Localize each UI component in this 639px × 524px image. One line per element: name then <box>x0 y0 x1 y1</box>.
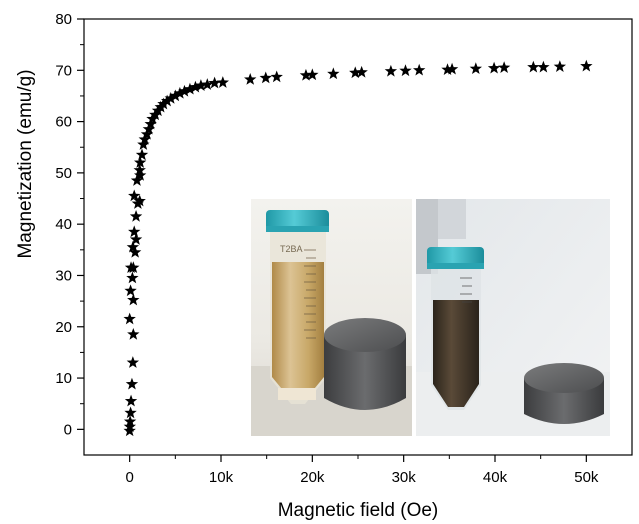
data-point-star <box>216 76 230 88</box>
magnet-right <box>524 363 604 424</box>
data-point-star <box>127 261 140 274</box>
tube-right <box>427 247 484 410</box>
magnet-left <box>324 318 406 410</box>
x-axis-ticks: 0 10k 20k 30k 40k 50k <box>125 455 599 486</box>
y-tick-label: 20 <box>55 319 72 336</box>
data-point-star <box>126 271 139 284</box>
data-point-star <box>299 68 313 81</box>
data-point-star <box>129 209 143 222</box>
data-point-star <box>270 70 283 83</box>
x-tick-label: 20k <box>300 469 325 486</box>
data-point-star <box>445 62 459 75</box>
data-point-star <box>133 163 146 176</box>
data-point-star <box>183 82 197 95</box>
data-point-star <box>124 406 137 419</box>
data-point-star <box>124 284 137 297</box>
data-point-star <box>306 68 319 81</box>
data-point-star <box>497 61 511 73</box>
data-point-star <box>327 67 340 80</box>
data-point-star <box>201 78 214 90</box>
data-point-star <box>123 312 136 325</box>
data-points <box>123 59 593 437</box>
data-point-star <box>128 189 141 202</box>
data-point-star <box>131 197 145 209</box>
data-point-star <box>138 133 151 145</box>
data-point-star <box>259 71 272 84</box>
data-point-star <box>135 148 149 161</box>
data-point-star <box>244 73 257 85</box>
data-point-star <box>580 59 593 72</box>
data-point-star <box>349 66 362 79</box>
x-tick-label: 40k <box>483 469 508 486</box>
x-tick-label: 0 <box>125 469 133 486</box>
x-axis-title: Magnetic field (Oe) <box>278 500 439 521</box>
data-point-star <box>127 293 140 306</box>
data-point-star <box>208 76 221 89</box>
data-point-star <box>123 415 137 427</box>
data-point-star <box>384 64 398 77</box>
data-point-star <box>124 394 138 407</box>
data-point-star <box>189 80 202 93</box>
data-point-star <box>399 64 412 77</box>
y-tick-label: 70 <box>55 62 72 79</box>
data-point-star <box>137 138 150 150</box>
data-point-star <box>133 156 147 168</box>
data-point-star <box>160 94 174 107</box>
x-tick-label: 50k <box>574 469 599 486</box>
data-point-star <box>133 194 146 207</box>
data-point-star <box>469 62 482 75</box>
data-point-star <box>125 377 139 390</box>
data-point-star <box>144 117 157 130</box>
inset-photo: T2BA <box>251 199 610 436</box>
data-point-star <box>128 225 141 238</box>
y-axis-title: Magnetization (emu/g) <box>15 69 36 258</box>
data-point-star <box>140 127 154 140</box>
data-point-star <box>129 233 143 245</box>
data-point-star <box>487 61 501 74</box>
data-point-star <box>194 79 208 91</box>
y-tick-label: 10 <box>55 370 72 387</box>
y-tick-label: 60 <box>55 114 72 131</box>
x-tick-label: 30k <box>392 469 417 486</box>
y-axis-ticks: 0 10 20 30 40 50 60 70 80 <box>55 11 84 438</box>
x-tick-label: 10k <box>209 469 234 486</box>
data-point-star <box>127 327 140 340</box>
y-tick-label: 50 <box>55 165 72 182</box>
data-point-star <box>169 89 182 102</box>
data-point-star <box>553 60 567 72</box>
tube-left-marking: T2BA <box>280 244 303 254</box>
y-tick-label: 30 <box>55 267 72 284</box>
data-point-star <box>178 84 191 97</box>
data-point-star <box>355 65 368 78</box>
data-point-star <box>142 122 156 135</box>
tube-left: T2BA <box>266 210 329 404</box>
data-point-star <box>173 86 187 99</box>
data-point-star <box>126 356 140 368</box>
data-point-star <box>164 92 177 104</box>
data-point-star <box>133 168 147 181</box>
data-point-star <box>441 63 454 76</box>
data-point-star <box>537 60 550 73</box>
data-point-star <box>126 240 140 253</box>
data-point-star <box>413 63 426 76</box>
y-tick-label: 80 <box>55 11 72 28</box>
data-point-star <box>123 424 136 437</box>
data-point-star <box>123 420 137 433</box>
data-point-star <box>128 245 142 258</box>
data-point-star <box>527 60 540 73</box>
data-point-star <box>157 97 170 110</box>
y-tick-label: 40 <box>55 216 72 233</box>
y-tick-label: 0 <box>64 421 72 438</box>
